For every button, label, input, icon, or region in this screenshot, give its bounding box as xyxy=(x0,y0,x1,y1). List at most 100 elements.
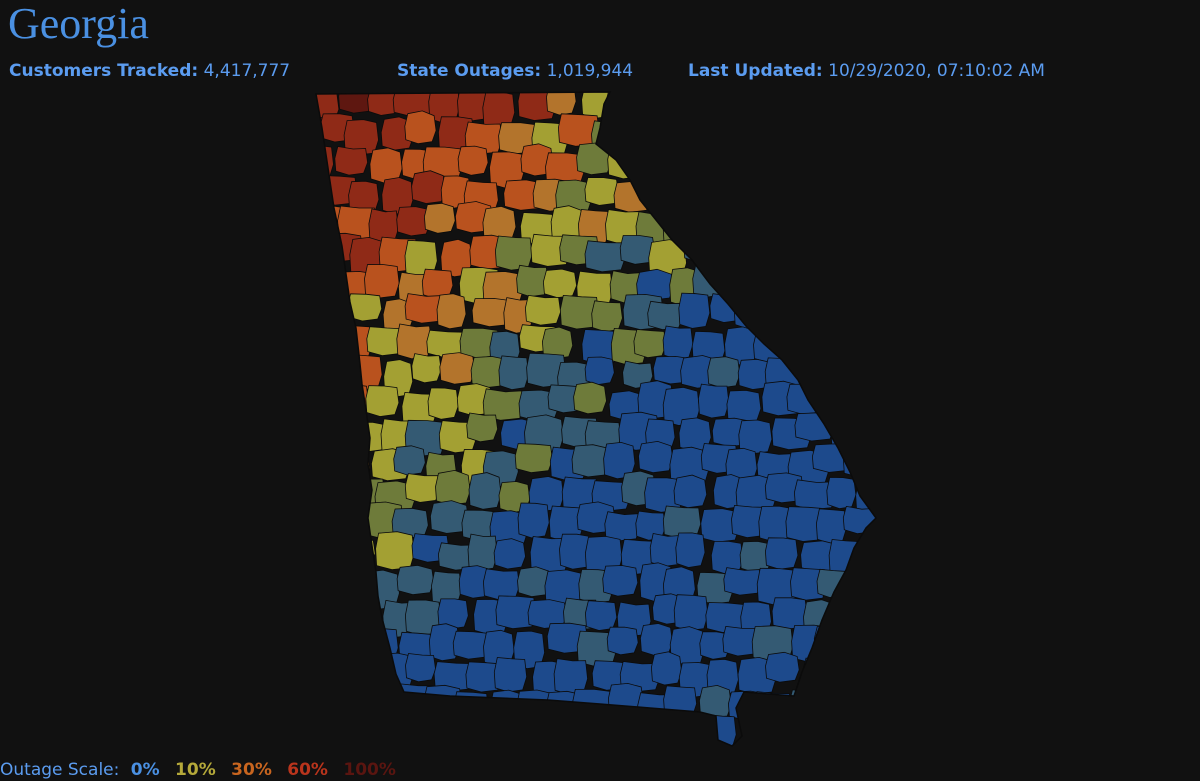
county[interactable] xyxy=(584,600,618,631)
county[interactable] xyxy=(736,237,773,272)
county[interactable] xyxy=(680,717,713,747)
county[interactable] xyxy=(300,113,326,145)
county[interactable] xyxy=(552,748,583,758)
county[interactable] xyxy=(591,300,623,333)
county[interactable] xyxy=(524,294,562,326)
county[interactable] xyxy=(730,743,761,758)
county[interactable] xyxy=(892,175,900,206)
county[interactable] xyxy=(457,145,489,176)
county[interactable] xyxy=(854,119,894,149)
county[interactable] xyxy=(678,292,711,329)
county[interactable] xyxy=(764,177,795,212)
county[interactable] xyxy=(820,261,851,301)
county[interactable] xyxy=(516,689,554,725)
county[interactable] xyxy=(849,203,883,236)
county[interactable] xyxy=(316,298,352,332)
county[interactable] xyxy=(662,145,698,181)
county[interactable] xyxy=(641,744,673,758)
county[interactable] xyxy=(693,142,734,181)
county[interactable] xyxy=(300,234,325,274)
county[interactable] xyxy=(646,719,683,749)
county[interactable] xyxy=(585,715,619,754)
county[interactable] xyxy=(436,720,472,756)
county[interactable] xyxy=(602,565,639,597)
county[interactable] xyxy=(318,418,360,452)
county[interactable] xyxy=(698,684,732,719)
county[interactable] xyxy=(721,88,759,119)
county[interactable] xyxy=(638,440,674,474)
county[interactable] xyxy=(533,717,573,750)
county[interactable] xyxy=(314,591,345,631)
county[interactable] xyxy=(735,176,774,208)
county[interactable] xyxy=(849,383,890,415)
county[interactable] xyxy=(423,202,456,234)
county[interactable] xyxy=(466,412,499,443)
county[interactable] xyxy=(818,90,851,128)
county[interactable] xyxy=(584,356,615,386)
county[interactable] xyxy=(796,112,828,149)
county[interactable] xyxy=(300,655,325,693)
county[interactable] xyxy=(753,328,789,363)
county[interactable] xyxy=(645,179,684,212)
county[interactable] xyxy=(604,511,641,542)
county[interactable] xyxy=(704,714,737,750)
county[interactable] xyxy=(882,750,900,758)
county[interactable] xyxy=(823,234,857,273)
county[interactable] xyxy=(727,690,769,721)
county[interactable] xyxy=(683,115,714,150)
county[interactable] xyxy=(465,661,503,693)
county[interactable] xyxy=(662,325,694,360)
county[interactable] xyxy=(482,568,520,601)
county[interactable] xyxy=(464,720,499,753)
county[interactable] xyxy=(798,720,833,758)
county[interactable] xyxy=(877,88,900,115)
county[interactable] xyxy=(858,353,892,391)
county[interactable] xyxy=(673,594,709,632)
county[interactable] xyxy=(726,389,762,423)
county[interactable] xyxy=(801,353,836,387)
county[interactable] xyxy=(411,713,446,742)
county[interactable] xyxy=(872,571,900,606)
county[interactable] xyxy=(729,203,761,241)
county[interactable] xyxy=(365,385,400,417)
county[interactable] xyxy=(300,324,304,352)
county[interactable] xyxy=(819,751,858,758)
georgia-map-svg[interactable] xyxy=(300,88,900,758)
county[interactable] xyxy=(346,595,381,629)
county[interactable] xyxy=(333,748,365,758)
county[interactable] xyxy=(824,175,861,212)
county[interactable] xyxy=(761,266,800,304)
county[interactable] xyxy=(700,508,740,543)
county[interactable] xyxy=(664,749,704,758)
county[interactable] xyxy=(411,353,442,384)
county[interactable] xyxy=(498,355,530,391)
county[interactable] xyxy=(843,685,885,724)
county[interactable] xyxy=(782,208,821,239)
county[interactable] xyxy=(571,688,613,724)
county[interactable] xyxy=(795,299,832,335)
county[interactable] xyxy=(439,352,476,385)
county[interactable] xyxy=(514,443,553,474)
county[interactable] xyxy=(764,537,799,570)
county[interactable] xyxy=(708,233,750,271)
county[interactable] xyxy=(764,293,796,324)
county[interactable] xyxy=(879,691,900,725)
county[interactable] xyxy=(310,384,352,419)
county[interactable] xyxy=(516,747,555,758)
county[interactable] xyxy=(560,715,603,752)
county[interactable] xyxy=(814,326,848,362)
county[interactable] xyxy=(853,541,889,570)
county[interactable] xyxy=(484,749,516,758)
county[interactable] xyxy=(634,91,675,128)
county[interactable] xyxy=(789,689,830,719)
county[interactable] xyxy=(541,326,574,360)
county[interactable] xyxy=(858,598,895,637)
county[interactable] xyxy=(764,113,801,145)
county[interactable] xyxy=(814,387,848,416)
county[interactable] xyxy=(334,146,369,176)
county[interactable] xyxy=(788,147,819,180)
county[interactable] xyxy=(553,658,589,695)
county[interactable] xyxy=(300,685,315,717)
county[interactable] xyxy=(650,113,683,148)
county[interactable] xyxy=(888,114,901,148)
